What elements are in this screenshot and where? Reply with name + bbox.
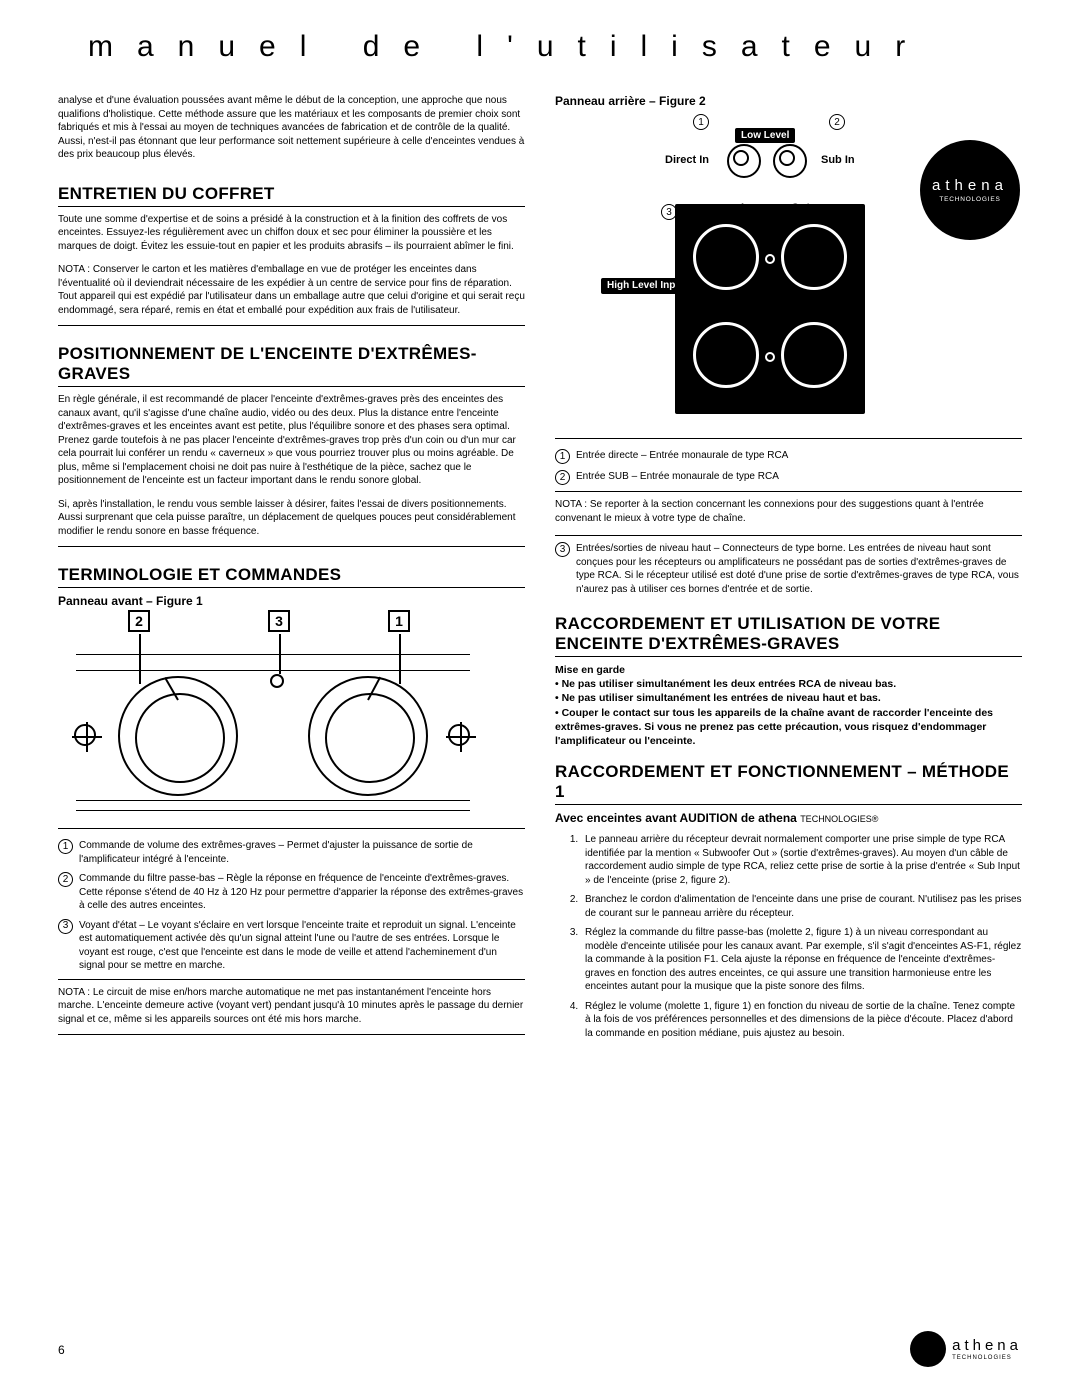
callout-item: 1 Entrée directe – Entrée monaurale de t… — [555, 449, 1022, 464]
step-1: Le panneau arrière du récepteur devrait … — [581, 833, 1022, 887]
callout-2-marker: 2 — [829, 114, 845, 130]
rule — [555, 535, 1022, 536]
logo-sub: TECHNOLOGIES — [939, 196, 1000, 203]
callout-3-marker: 3 — [268, 610, 290, 632]
rule — [58, 587, 525, 588]
callout-num-2: 2 — [58, 872, 73, 887]
brand-logo-top: athena TECHNOLOGIES — [920, 140, 1020, 240]
binding-post-icon — [781, 224, 847, 290]
section-entretien-title: ENTRETIEN DU COFFRET — [58, 184, 525, 204]
callout-num-3: 3 — [58, 919, 73, 934]
step-3: Réglez la commande du filtre passe-bas (… — [581, 926, 1022, 994]
screw-icon — [765, 352, 775, 362]
callout-1-marker: 1 — [388, 610, 410, 632]
step-2: Branchez le cordon d'alimentation de l'e… — [581, 893, 1022, 920]
warning-block: Mise en garde • Ne pas utiliser simultan… — [555, 663, 1022, 748]
logo-circle-icon — [910, 1331, 946, 1367]
rule — [555, 656, 1022, 657]
rule — [58, 206, 525, 207]
warning-title: Mise en garde — [555, 663, 1022, 677]
callout-item: 1 Commande de volume des extrêmes-graves… — [58, 839, 525, 866]
mount-icon — [72, 722, 102, 752]
binding-post-icon — [693, 322, 759, 388]
callout-2-marker: 2 — [128, 610, 150, 632]
doc-header: manuel de l'utilisateur — [58, 30, 1022, 64]
rule — [58, 979, 525, 980]
binding-post-icon — [693, 224, 759, 290]
rule — [555, 438, 1022, 439]
screw-icon — [765, 254, 775, 264]
callout-text-1: Commande de volume des extrêmes-graves –… — [79, 839, 525, 866]
binding-post-icon — [781, 322, 847, 388]
position-p2: Si, après l'installation, le rendu vous … — [58, 498, 525, 548]
callout-num-1: 1 — [58, 839, 73, 854]
rule — [58, 386, 525, 387]
callout-num-2: 2 — [555, 470, 570, 485]
rule — [58, 828, 525, 829]
warning-b1: • Ne pas utiliser simultanément les deux… — [555, 677, 1022, 691]
knob-volume — [308, 676, 428, 796]
section-raccordement-title: RACCORDEMENT ET UTILISATION DE VOTRE ENC… — [555, 614, 1022, 654]
label-R: R — [870, 344, 887, 372]
brand-logo-footer: athena TECHNOLOGIES — [910, 1331, 1022, 1367]
logo-name: athena — [952, 1337, 1022, 1354]
callout-item: 2 Commande du filtre passe-bas – Règle l… — [58, 872, 525, 913]
front-panel-label: Panneau avant – Figure 1 — [58, 594, 525, 608]
label-low-level: Low Level — [735, 128, 795, 143]
rca-jack-icon — [727, 144, 761, 178]
label-L: L — [657, 244, 672, 272]
rear-panel-label: Panneau arrière – Figure 2 — [555, 94, 1022, 108]
section-position-title: POSITIONNEMENT DE L'ENCEINTE D'EXTRÊMES-… — [58, 344, 525, 384]
steps-list: Le panneau arrière du récepteur devrait … — [555, 833, 1022, 1040]
label-L: L — [868, 244, 883, 272]
entretien-p1: Toute une somme d'expertise et de soins … — [58, 213, 525, 254]
callout-text-r1: Entrée directe – Entrée monaurale de typ… — [576, 449, 788, 464]
intro-paragraph: analyse et d'une évaluation poussées ava… — [58, 94, 525, 162]
binding-post-panel: L L R R — [675, 204, 865, 414]
callout-item: 3 Voyant d'état – Le voyant s'éclaire en… — [58, 919, 525, 973]
section-termino-title: TERMINOLOGIE ET COMMANDES — [58, 565, 525, 585]
section-methode1-title: RACCORDEMENT ET FONCTIONNEMENT – MÉTHODE… — [555, 762, 1022, 802]
label-sub-in: Sub In — [821, 154, 855, 166]
rear-nota: NOTA : Se reporter à la section concerna… — [555, 498, 1022, 525]
callout-num-1: 1 — [555, 449, 570, 464]
callout-1-marker: 1 — [693, 114, 709, 130]
figure-front-panel: 2 3 1 — [58, 614, 488, 814]
methode1-sub-text: Avec enceintes avant AUDITION de athena — [555, 811, 800, 825]
methode1-sub-small: TECHNOLOGIES® — [800, 814, 878, 824]
methode1-sub: Avec enceintes avant AUDITION de athena … — [555, 811, 1022, 825]
callout-text-3: Voyant d'état – Le voyant s'éclaire en v… — [79, 919, 525, 973]
page-number: 6 — [58, 1343, 65, 1357]
warning-b3: • Couper le contact sur tous les apparei… — [555, 706, 1022, 749]
mount-icon — [446, 722, 476, 752]
led-icon — [270, 674, 284, 688]
callout-text-2: Commande du filtre passe-bas – Règle la … — [79, 872, 525, 913]
warning-b2: • Ne pas utiliser simultanément les entr… — [555, 691, 1022, 705]
label-R: R — [653, 344, 670, 372]
position-p1: En règle générale, il est recommandé de … — [58, 393, 525, 488]
logo-sub: TECHNOLOGIES — [952, 1355, 1022, 1361]
figure-rear-panel: 1 2 3 Low Level Direct In Sub In In Out … — [605, 114, 905, 424]
logo-name: athena — [932, 177, 1008, 194]
rule — [555, 804, 1022, 805]
callout-text-r3: Entrées/sorties de niveau haut – Connect… — [576, 542, 1022, 596]
label-direct-in: Direct In — [665, 154, 709, 166]
rule — [555, 491, 1022, 492]
knob-crossover — [118, 676, 238, 796]
callout-item: 3 Entrées/sorties de niveau haut – Conne… — [555, 542, 1022, 596]
rca-jack-icon — [773, 144, 807, 178]
callout-num-3: 3 — [555, 542, 570, 557]
callout-text-r2: Entrée SUB – Entrée monaurale de type RC… — [576, 470, 779, 485]
entretien-nota: NOTA : Conserver le carton et les matièr… — [58, 263, 525, 326]
callout-item: 2 Entrée SUB – Entrée monaurale de type … — [555, 470, 1022, 485]
front-nota: NOTA : Le circuit de mise en/hors marche… — [58, 986, 525, 1036]
step-4: Réglez le volume (molette 1, figure 1) e… — [581, 1000, 1022, 1041]
